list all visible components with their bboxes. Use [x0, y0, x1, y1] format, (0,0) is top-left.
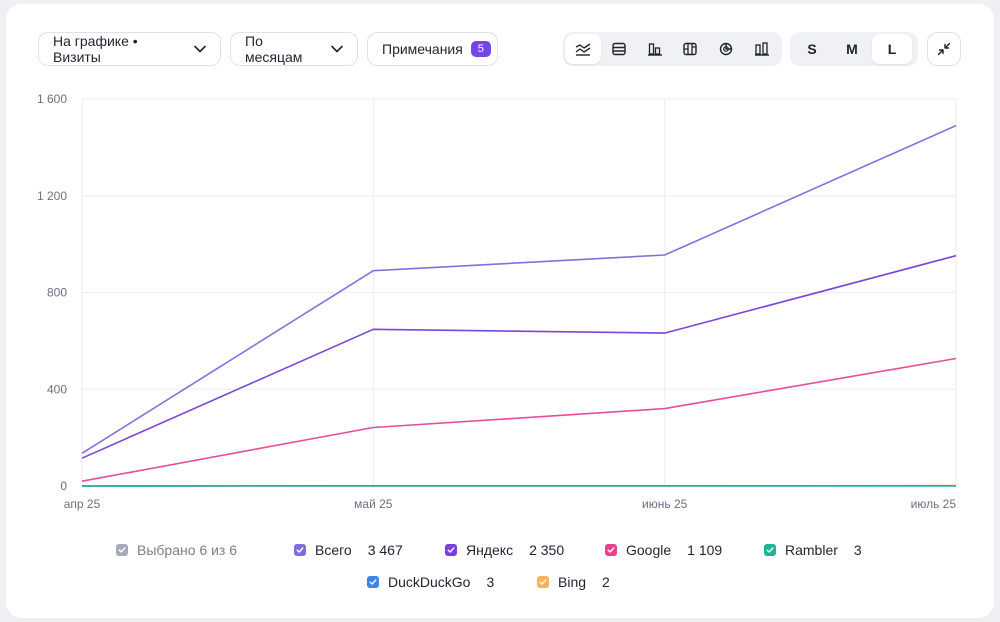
x-tick-label: июнь 25: [642, 497, 688, 511]
legend-item-label: Bing: [558, 574, 587, 590]
checkbox-icon: [367, 576, 379, 588]
series-line-3: [81, 357, 957, 482]
checkbox-icon: [605, 544, 617, 556]
checkbox-icon: [537, 576, 549, 588]
notes-count-badge: 5: [470, 41, 491, 57]
chart-type-switcher: [563, 32, 782, 66]
y-tick-label: 400: [47, 382, 67, 396]
period-dropdown[interactable]: По месяцам: [230, 32, 358, 66]
x-tick-label: май 25: [354, 497, 393, 511]
legend-item-label: DuckDuckGo: [388, 574, 471, 590]
legend-item-google[interactable]: Google 1 109: [605, 542, 722, 558]
legend-item-value: 1 109: [687, 542, 723, 558]
legend-item-yandex[interactable]: Яндекс 2 350: [445, 542, 564, 558]
stacked-bar-icon[interactable]: [672, 34, 708, 64]
chevron-down-icon: [194, 45, 206, 53]
metric-dropdown[interactable]: На графике • Визиты: [38, 32, 221, 66]
chart-card: [6, 4, 994, 618]
notes-button-label: Примечания: [382, 41, 463, 57]
size-switcher: S M L: [790, 32, 918, 66]
y-tick-label: 1 600: [37, 92, 67, 106]
legend-item-bing[interactable]: Bing 2: [537, 574, 610, 590]
checkbox-icon: [116, 544, 128, 556]
series-line-2: [81, 254, 957, 459]
bar-chart-icon[interactable]: [637, 34, 673, 64]
period-dropdown-label: По месяцам: [245, 33, 303, 65]
legend-item-value: 3: [486, 574, 495, 590]
y-tick-label: 800: [47, 286, 67, 300]
y-tick-label: 0: [60, 479, 67, 493]
x-tick-label: апр 25: [64, 497, 101, 511]
column-chart-icon[interactable]: [744, 34, 780, 64]
y-tick-label: 1 200: [37, 189, 67, 203]
legend-item-value: 3 467: [367, 542, 403, 558]
collapse-icon: [937, 42, 951, 56]
series-line-1: [81, 124, 957, 454]
chevron-down-icon: [331, 45, 343, 53]
legend-select-all-label: Выбрано 6 из 6: [137, 542, 237, 558]
legend-item-label: Яндекс: [466, 542, 514, 558]
legend-item-value: 2: [602, 574, 610, 590]
stacked-area-icon[interactable]: [601, 34, 637, 64]
legend-item-duckduckgo[interactable]: DuckDuckGo 3: [367, 574, 494, 590]
legend-item-label: Всего: [315, 542, 352, 558]
x-tick-label: июль 25: [911, 497, 957, 511]
checkbox-icon: [445, 544, 457, 556]
legend-item-label: Rambler: [785, 542, 838, 558]
collapse-button[interactable]: [927, 32, 961, 66]
notes-button[interactable]: Примечания 5: [367, 32, 498, 66]
pie-chart-icon[interactable]: [708, 34, 744, 64]
legend-item-label: Google: [626, 542, 672, 558]
line-chart-icon[interactable]: [565, 34, 601, 64]
legend-item-rambler[interactable]: Rambler 3: [764, 542, 862, 558]
legend-select-all[interactable]: Выбрано 6 из 6: [116, 542, 237, 558]
legend-item-value: 2 350: [529, 542, 565, 558]
legend-item-value: 3: [853, 542, 862, 558]
metric-dropdown-label: На графике • Визиты: [53, 33, 138, 65]
legend-item-vsego[interactable]: Всего 3 467: [294, 542, 403, 558]
size-l-button[interactable]: L: [872, 34, 912, 64]
size-s-button[interactable]: S: [807, 41, 817, 57]
size-m-button[interactable]: M: [846, 41, 858, 57]
checkbox-icon: [294, 544, 306, 556]
checkbox-icon: [764, 544, 776, 556]
